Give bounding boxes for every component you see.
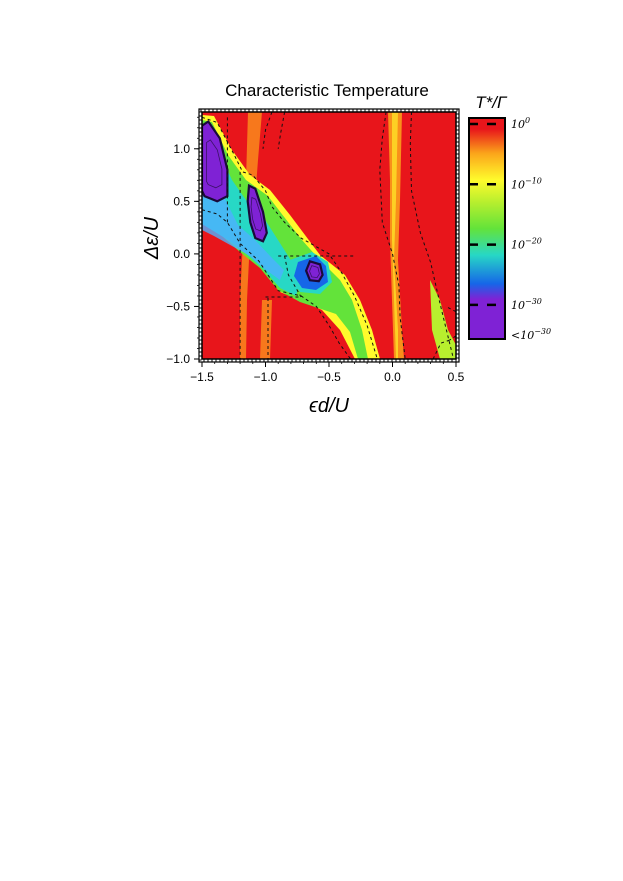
y-tick-label-2: 0.0 <box>173 247 190 261</box>
colorbar-tick-label-4: <10−30 <box>511 327 551 342</box>
dashed-boundary-1 <box>202 116 378 359</box>
y-axis-label: Δε/U <box>141 216 163 260</box>
dashed-boundary-13 <box>445 305 456 313</box>
x-tick-label-4: 0.5 <box>448 370 465 384</box>
colorbar-tick-label-3: 10−30 <box>511 297 542 312</box>
plot-frame-inner <box>201 111 457 360</box>
contour-region-3 <box>304 259 324 283</box>
chart-title: Characteristic Temperature <box>225 81 429 100</box>
contour-inner-3 <box>309 265 320 279</box>
x-axis-label: ϵd/U <box>309 395 349 417</box>
x-axis-ticks: −1.5 −1.0 −0.5 0.0 0.5 <box>190 362 465 384</box>
x-tick-label-0: −1.5 <box>190 370 214 384</box>
colorbar-title: T*/Γ <box>475 93 508 112</box>
contour-inner-2 <box>250 196 264 232</box>
x-tick-label-1: −1.0 <box>254 370 278 384</box>
y-axis-ticks: −1.0 −0.5 0.0 0.5 1.0 <box>166 116 199 366</box>
heatmap-plot <box>202 112 456 359</box>
colorbar <box>468 117 506 340</box>
dashed-boundary-2 <box>202 209 352 359</box>
y-tick-label-1: −0.5 <box>166 299 190 313</box>
y-tick-label-4: 1.0 <box>173 142 190 156</box>
band-green <box>202 120 368 359</box>
dashed-boundary-10 <box>284 255 302 298</box>
dashed-boundary-5 <box>262 112 273 149</box>
x-tick-label-2: −0.5 <box>317 370 341 384</box>
colorbar-tick-label-1: 10−10 <box>511 176 542 191</box>
dashed-boundary-15 <box>449 335 456 341</box>
contour-inner-1 <box>206 139 223 189</box>
y-tick-label-0: −1.0 <box>166 352 190 366</box>
dashed-boundary-11 <box>379 112 406 359</box>
ridge-upper-left <box>240 112 262 359</box>
plot-frame-dots <box>199 109 459 362</box>
dashed-boundary-7 <box>277 112 286 149</box>
ridge-middle <box>260 300 272 359</box>
dashed-boundaries <box>202 112 456 359</box>
band-lower-right <box>430 280 456 359</box>
colorbar-tick-label-0: 100 <box>511 116 530 131</box>
y-tick-label-3: 0.5 <box>173 194 190 208</box>
ridge-right-2 <box>392 112 398 359</box>
x-tick-label-3: 0.0 <box>384 370 401 384</box>
colorbar-tick-label-2: 10−20 <box>511 237 542 252</box>
colorbar-ticks: 100 10−10 10−20 10−30 <10−30 <box>469 116 551 342</box>
contour-regions <box>202 119 324 283</box>
heatmap-field <box>202 112 456 359</box>
